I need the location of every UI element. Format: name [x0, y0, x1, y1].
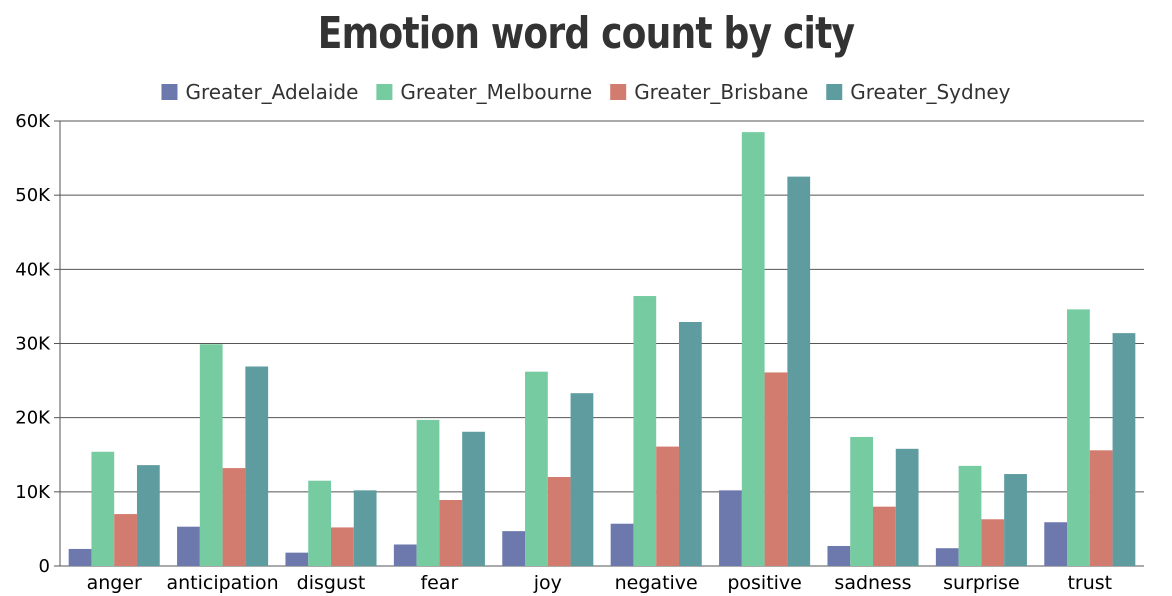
x-tick-label: joy — [533, 572, 562, 594]
bar-negative-Greater_Brisbane — [656, 446, 679, 566]
legend-swatch-1 — [161, 84, 178, 100]
bar-anger-Greater_Adelaide — [68, 548, 92, 566]
bar-negative-Greater_Sydney — [678, 321, 702, 566]
bar-anticipation-Greater_Melbourne — [199, 344, 223, 566]
x-tick-label: positive — [727, 572, 802, 594]
legend-label-2: Greater_Melbourne — [400, 80, 592, 104]
bar-anger-Greater_Melbourne — [91, 451, 115, 566]
bar-anger-Greater_Brisbane — [114, 514, 137, 566]
bar-surprise-Greater_Brisbane — [981, 519, 1005, 566]
y-tick-label: 10K — [15, 482, 51, 503]
bar-positive-Greater_Brisbane — [764, 372, 788, 566]
bar-positive-Greater_Melbourne — [741, 132, 765, 566]
bar-surprise-Greater_Melbourne — [958, 465, 982, 566]
bar-trust-Greater_Sydney — [1112, 333, 1136, 566]
bar-sadness-Greater_Adelaide — [827, 545, 851, 566]
bar-anticipation-Greater_Brisbane — [222, 468, 246, 566]
x-tick-label: negative — [615, 572, 698, 594]
bar-joy-Greater_Sydney — [570, 393, 594, 566]
bar-disgust-Greater_Adelaide — [285, 552, 309, 566]
bar-fear-Greater_Sydney — [462, 431, 485, 566]
x-tick-label: surprise — [943, 572, 1020, 594]
bar-positive-Greater_Sydney — [787, 176, 811, 566]
bar-fear-Greater_Melbourne — [416, 419, 440, 566]
legend-swatch-4 — [826, 84, 843, 100]
bar-disgust-Greater_Melbourne — [308, 480, 331, 566]
bar-negative-Greater_Adelaide — [610, 523, 634, 566]
y-tick-label: 50K — [15, 185, 51, 206]
bar-sadness-Greater_Sydney — [895, 448, 919, 566]
y-tick-label: 0 — [39, 556, 50, 577]
x-tick-label: trust — [1067, 572, 1112, 594]
x-tick-label: sadness — [834, 572, 911, 594]
bar-surprise-Greater_Sydney — [1004, 474, 1027, 566]
x-tick-label: fear — [420, 572, 458, 594]
bar-trust-Greater_Adelaide — [1044, 522, 1068, 566]
bar-fear-Greater_Adelaide — [393, 544, 417, 566]
bar-joy-Greater_Adelaide — [502, 531, 526, 566]
bar-disgust-Greater_Sydney — [353, 490, 377, 566]
y-tick-label: 30K — [15, 334, 51, 355]
bar-fear-Greater_Brisbane — [439, 499, 463, 566]
chart-title: Emotion word count by city — [317, 8, 855, 59]
x-tick-label: anticipation — [166, 572, 278, 594]
legend-swatch-2 — [376, 84, 393, 100]
bar-anticipation-Greater_Adelaide — [177, 526, 200, 566]
x-tick-label: disgust — [297, 572, 366, 594]
legend-swatch-3 — [610, 84, 627, 100]
bar-sadness-Greater_Brisbane — [873, 506, 896, 566]
bar-joy-Greater_Brisbane — [547, 477, 571, 566]
bar-surprise-Greater_Adelaide — [935, 548, 959, 566]
legend-label-1: Greater_Adelaide — [185, 80, 358, 104]
bar-trust-Greater_Melbourne — [1067, 309, 1090, 566]
bar-disgust-Greater_Brisbane — [331, 527, 354, 566]
bar-negative-Greater_Melbourne — [633, 296, 657, 566]
legend-label-3: Greater_Brisbane — [634, 80, 808, 104]
bar-anticipation-Greater_Sydney — [245, 366, 269, 566]
x-tick-label: anger — [87, 572, 142, 594]
bar-anger-Greater_Sydney — [136, 465, 160, 566]
bar-trust-Greater_Brisbane — [1089, 450, 1113, 566]
bar-positive-Greater_Adelaide — [719, 490, 742, 566]
legend-label-4: Greater_Sydney — [850, 80, 1010, 104]
bar-joy-Greater_Melbourne — [525, 371, 548, 566]
bar-sadness-Greater_Melbourne — [850, 436, 873, 566]
y-tick-label: 40K — [15, 259, 51, 280]
y-tick-label: 60K — [15, 111, 51, 132]
y-tick-label: 20K — [15, 408, 51, 429]
